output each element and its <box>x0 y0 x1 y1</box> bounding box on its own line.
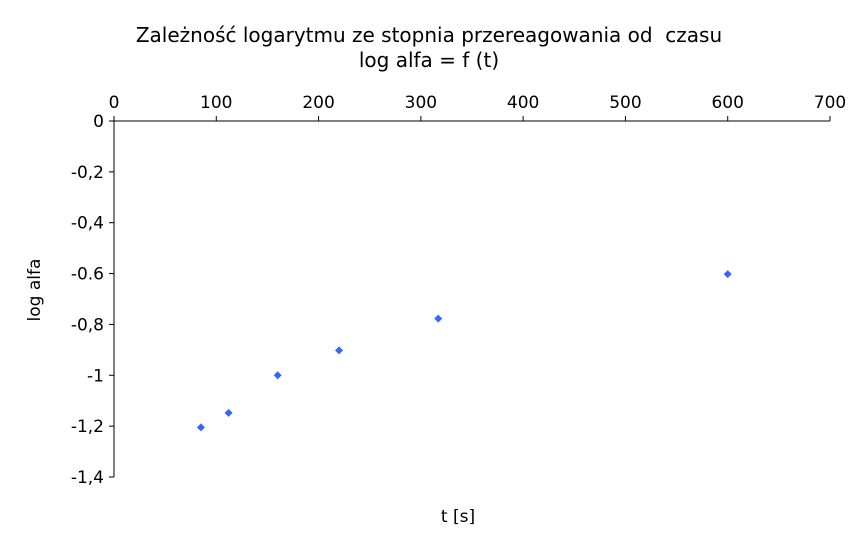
x-tick-label: 700 <box>814 93 846 113</box>
data-point <box>723 270 732 279</box>
y-tick-label: -0.6 <box>71 265 104 285</box>
chart-title: Zależność logarytmu ze stopnia przereago… <box>135 23 723 47</box>
x-ticks: 0 100 200 300 400 500 600 700 <box>109 93 846 121</box>
y-axis-label: log alfa <box>25 258 45 322</box>
x-axis-label: t [s] <box>440 507 476 527</box>
data-point <box>224 408 233 417</box>
x-tick-label: 300 <box>405 93 437 113</box>
x-tick-label: 100 <box>200 93 232 113</box>
x-tick-label: 0 <box>109 93 120 113</box>
y-tick-label: -0,4 <box>71 214 104 234</box>
y-tick-label: -1,2 <box>71 417 104 437</box>
data-point <box>273 371 282 380</box>
data-point <box>196 423 205 432</box>
y-tick-label: -1 <box>87 366 104 386</box>
data-point <box>335 346 344 355</box>
x-tick-label: 500 <box>609 93 641 113</box>
x-tick-label: 200 <box>302 93 334 113</box>
x-tick-label: 600 <box>711 93 743 113</box>
y-tick-label: -1,4 <box>71 468 104 488</box>
axes <box>113 120 830 477</box>
data-point <box>434 314 443 323</box>
chart-subtitle: log alfa = f (t) <box>358 48 500 72</box>
y-tick-label: -0,2 <box>71 163 104 183</box>
y-ticks: 0 -0,2 -0,4 -0.6 -0,8 -1 -1,2 -1,4 <box>71 112 114 488</box>
data-points <box>196 270 732 432</box>
x-tick-label: 400 <box>507 93 539 113</box>
y-tick-label: -0,8 <box>71 315 104 335</box>
y-tick-label: 0 <box>93 112 104 132</box>
